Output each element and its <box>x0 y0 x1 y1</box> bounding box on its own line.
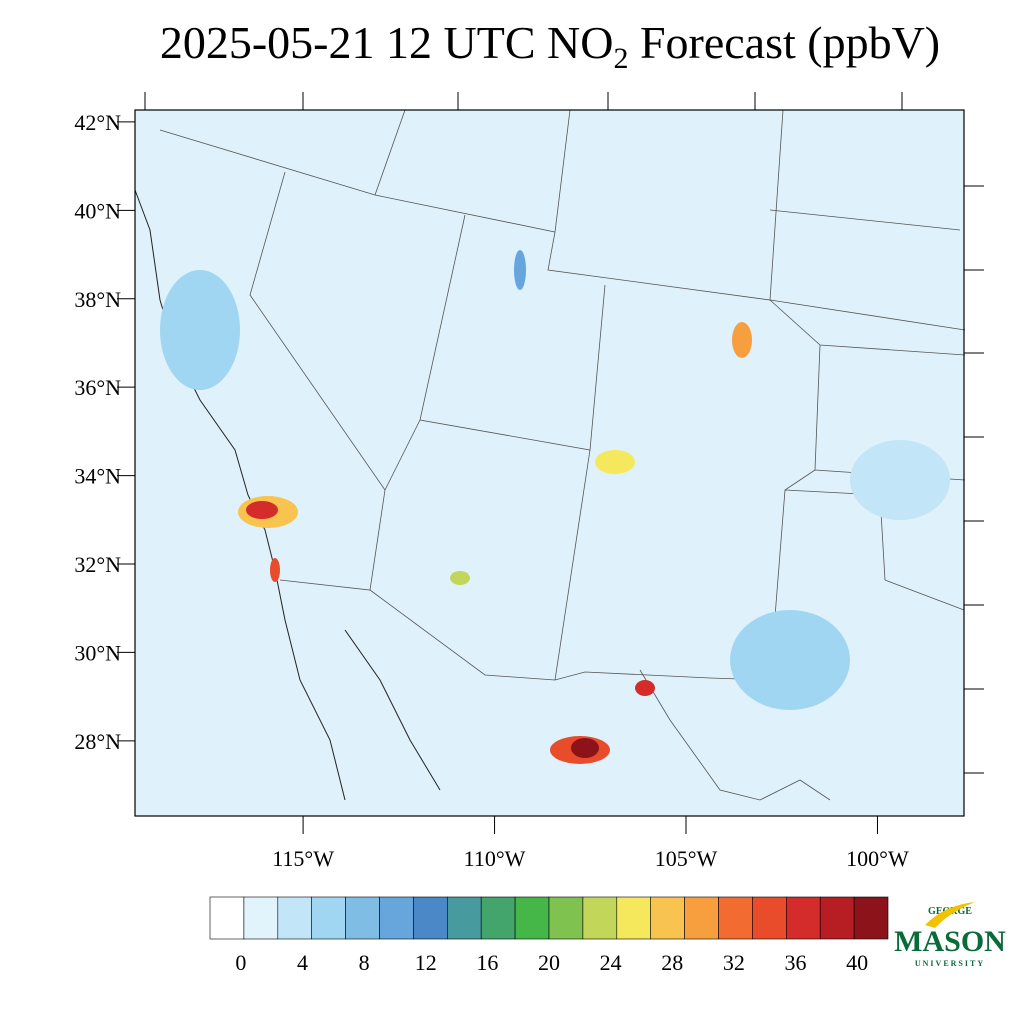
title-subscript: 2 <box>613 42 628 75</box>
state-borders <box>159 109 966 681</box>
colorbar-box <box>853 896 889 940</box>
colorbar-box <box>650 896 685 940</box>
colorbar-box <box>413 896 448 940</box>
logo: GEORGE MASON UNIVERSITY <box>894 902 1006 968</box>
gulf-coast <box>344 629 441 791</box>
hotspot <box>850 440 950 520</box>
colorbar-box <box>548 896 584 940</box>
colorbar-box <box>209 896 245 940</box>
colorbar-box <box>752 896 787 940</box>
colorbar-label: 40 <box>846 950 868 975</box>
y-tick-label: 42°N <box>74 110 121 135</box>
logo-bottom: UNIVERSITY <box>915 959 985 968</box>
y-tick-label: 30°N <box>74 640 121 665</box>
colorbar-box <box>819 896 855 940</box>
title-text: 2025-05-21 12 UTC NO <box>160 17 614 68</box>
title-text-end: Forecast (ppbV) <box>628 17 940 68</box>
colorbar-box <box>684 896 719 940</box>
colorbar-box <box>616 896 651 940</box>
title: 2025-05-21 12 UTC NO2 Forecast (ppbV) <box>160 17 940 75</box>
map <box>134 92 984 817</box>
x-tick-label: 110°W <box>464 846 526 871</box>
colorbar-label: 28 <box>661 950 683 975</box>
map-frame <box>134 109 965 817</box>
colorbar-label: 8 <box>359 950 370 975</box>
colorbar-label: 0 <box>235 950 246 975</box>
colorbar-box <box>277 896 312 940</box>
coastline <box>134 189 346 801</box>
map-background <box>135 110 964 816</box>
logo-main: MASON <box>894 925 1006 958</box>
colorbar-box <box>446 896 482 940</box>
hotspot <box>730 610 850 710</box>
colorbar-label: 24 <box>600 950 622 975</box>
hotspot <box>571 738 599 758</box>
mexico-border <box>639 669 831 801</box>
hotspot <box>635 680 655 696</box>
colorbar-box <box>785 896 821 940</box>
colorbar-box <box>514 896 550 940</box>
hotspot <box>160 270 240 390</box>
no2-hotspots <box>160 250 950 764</box>
colorbar-label: 16 <box>476 950 498 975</box>
y-tick-label: 34°N <box>74 464 121 489</box>
colorbar-label: 12 <box>415 950 437 975</box>
colorbar-box <box>480 896 516 940</box>
hotspot <box>732 322 752 358</box>
y-tick-label: 32°N <box>74 552 121 577</box>
colorbar-box <box>345 896 380 940</box>
hotspot <box>450 571 470 585</box>
colorbar-label: 36 <box>785 950 807 975</box>
colorbar-box <box>379 896 414 940</box>
colorbar-box <box>311 896 346 940</box>
colorbar-label: 4 <box>297 950 308 975</box>
colorbar-label: 20 <box>538 950 560 975</box>
logo-swoosh <box>925 902 975 928</box>
y-tick-label: 28°N <box>74 729 121 754</box>
y-tick-label: 38°N <box>74 287 121 312</box>
colorbar-box <box>243 896 279 940</box>
hotspot <box>595 450 635 474</box>
colorbar-box <box>718 896 753 940</box>
y-tick-label: 40°N <box>74 198 121 223</box>
hotspot <box>246 501 278 519</box>
y-tick-label: 36°N <box>74 375 121 400</box>
colorbar-label: 32 <box>723 950 745 975</box>
hotspot <box>514 250 526 290</box>
x-tick-label: 100°W <box>846 846 909 871</box>
hotspot <box>270 558 280 582</box>
x-tick-label: 105°W <box>655 846 718 871</box>
frame-ticks <box>144 92 984 774</box>
x-tick-label: 115°W <box>272 846 334 871</box>
colorbar-box <box>582 896 618 940</box>
